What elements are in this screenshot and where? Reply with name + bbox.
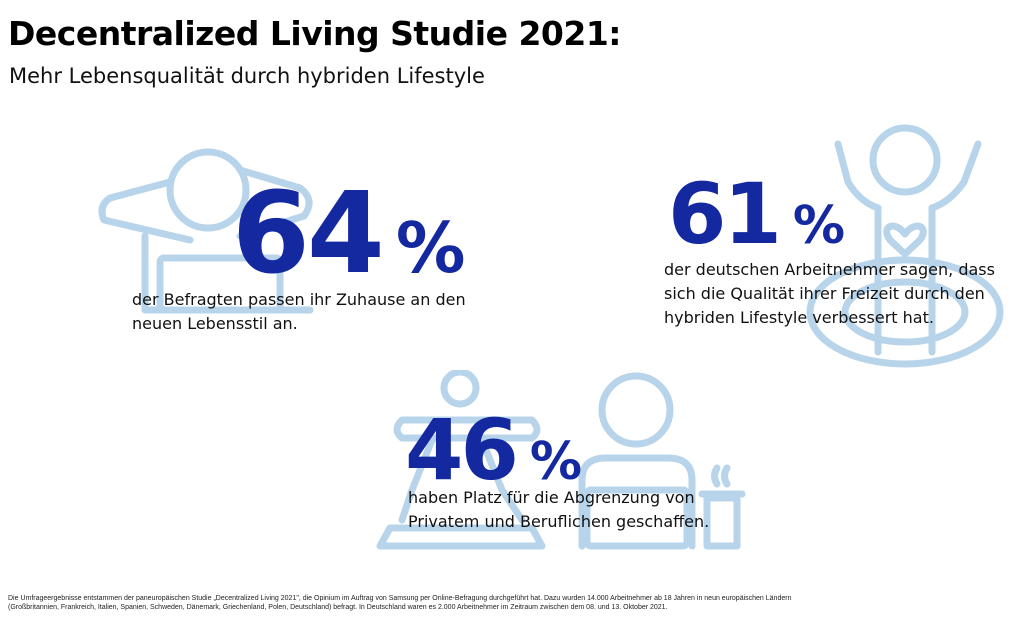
yoga-and-work-desk-icon <box>376 370 746 550</box>
relaxing-person-laptop-icon <box>98 148 314 314</box>
stat-64-line-1: der Befragten passen ihr Zuhause an den <box>132 290 466 309</box>
stat-46-line-1: haben Platz für die Abgrenzung von <box>408 488 695 507</box>
stat-61-value: 61% <box>668 172 845 256</box>
stat-61-line-1: der deutschen Arbeitnehmer sagen, dass <box>664 260 995 279</box>
page-title: Decentralized Living Studie 2021: <box>8 14 622 53</box>
stat-61-percent: % <box>792 196 846 256</box>
stat-61-line-3: hybriden Lifestyle verbessert hat. <box>664 308 934 327</box>
stat-64-line-2: neuen Lebensstil an. <box>132 314 298 333</box>
stat-64-percent: % <box>395 209 466 289</box>
stat-46-value: 46% <box>405 408 582 492</box>
page-subtitle: Mehr Lebensqualität durch hybriden Lifes… <box>9 64 485 88</box>
footnote-line-1: Die Umfrageergebnisse entstammen der pan… <box>8 595 792 602</box>
stat-46-line-2: Privatem und Beruflichen geschaffen. <box>408 512 710 531</box>
stat-46-number: 46 <box>405 401 519 499</box>
footnote: Die Umfrageergebnisse entstammen der pan… <box>8 594 1018 612</box>
stat-61-line-2: sich die Qualität ihrer Freizeit durch d… <box>664 284 985 303</box>
footnote-line-2: (Großbritannien, Frankreich, Italien, Sp… <box>8 604 668 611</box>
stat-46-percent: % <box>529 432 583 492</box>
stat-64-value: 64% <box>232 178 465 290</box>
stat-64-number: 64 <box>232 169 385 299</box>
stat-64-description: der Befragten passen ihr Zuhause an den … <box>132 288 466 336</box>
cheering-person-heart-icon <box>806 124 1004 368</box>
stat-61-number: 61 <box>668 165 782 263</box>
stat-61-description: der deutschen Arbeitnehmer sagen, dass s… <box>664 258 995 330</box>
stat-46-description: haben Platz für die Abgrenzung von Priva… <box>408 486 709 534</box>
